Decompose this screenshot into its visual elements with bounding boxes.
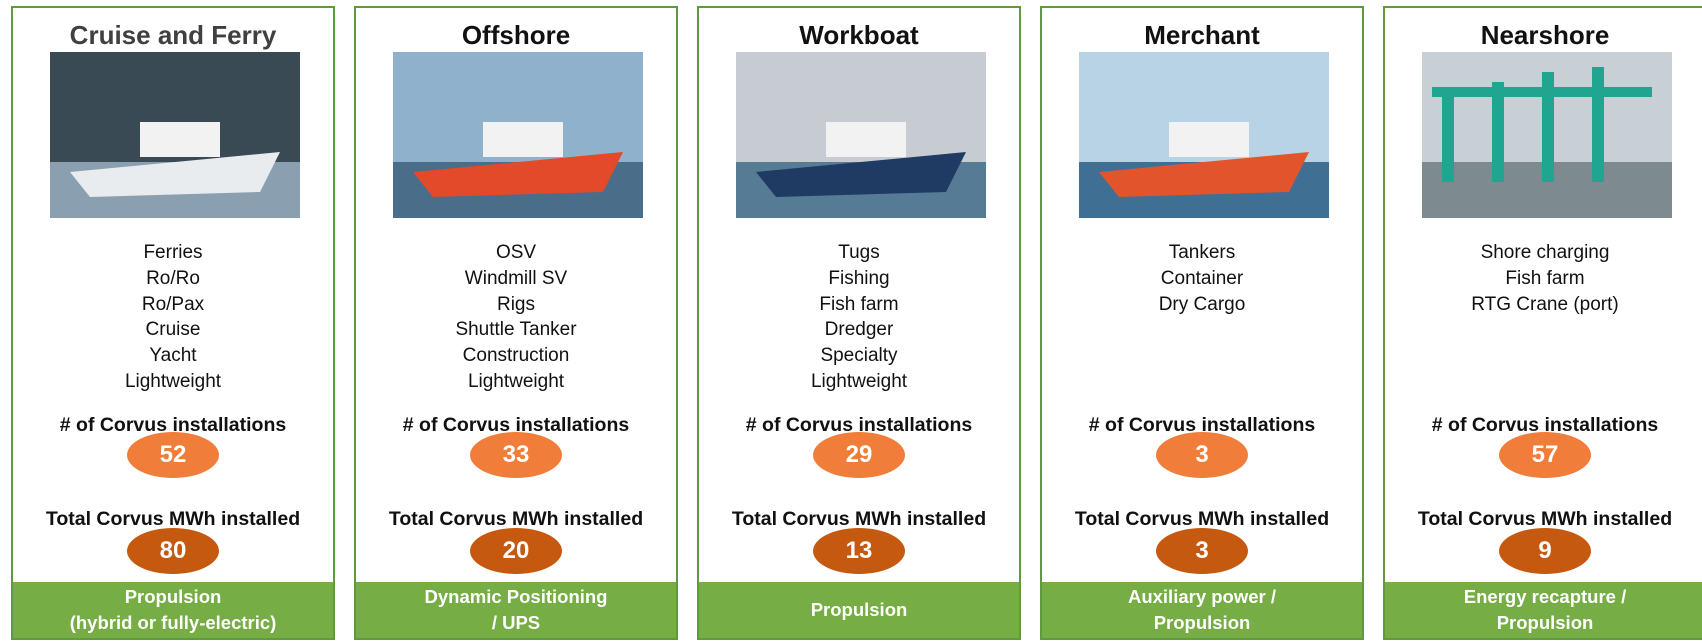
- segment-footer: Energy recapture /Propulsion: [1385, 582, 1702, 638]
- segment-item: Ro/Pax: [13, 292, 333, 318]
- segment-image: [393, 52, 643, 218]
- segment-footer: Propulsion(hybrid or fully-electric): [13, 582, 333, 638]
- segment-footer: Propulsion: [699, 582, 1019, 638]
- mwh-value: 80: [127, 528, 219, 574]
- footer-line: Propulsion: [1042, 610, 1362, 636]
- segment-title: Merchant: [1042, 20, 1362, 51]
- footer-line: / UPS: [356, 610, 676, 636]
- segment-title: Workboat: [699, 20, 1019, 51]
- mwh-value: 9: [1499, 528, 1591, 574]
- segment-item: Cruise: [13, 317, 333, 343]
- segment-item: RTG Crane (port): [1385, 292, 1702, 318]
- installations-value: 29: [813, 432, 905, 478]
- segment-item: Yacht: [13, 343, 333, 369]
- mwh-value: 20: [470, 528, 562, 574]
- installations-value: 52: [127, 432, 219, 478]
- mwh-value: 13: [813, 528, 905, 574]
- segment-footer: Auxiliary power /Propulsion: [1042, 582, 1362, 638]
- page: Cruise and Ferry FerriesRo/RoRo/PaxCruise…: [0, 0, 1702, 642]
- segment-item: Shore charging: [1385, 240, 1702, 266]
- segment-image: [736, 52, 986, 218]
- segment-item: Rigs: [356, 292, 676, 318]
- segment-item: Dry Cargo: [1042, 292, 1362, 318]
- segment-footer: Dynamic Positioning/ UPS: [356, 582, 676, 638]
- segment-item: Windmill SV: [356, 266, 676, 292]
- footer-line: Propulsion: [13, 584, 333, 610]
- segment-item: Specialty: [699, 343, 1019, 369]
- segment-item: Shuttle Tanker: [356, 317, 676, 343]
- segment-item: Fish farm: [1385, 266, 1702, 292]
- footer-line: Propulsion: [699, 597, 1019, 623]
- footer-line: Propulsion: [1385, 610, 1702, 636]
- segment-image: [1422, 52, 1672, 218]
- segment-item: Fish farm: [699, 292, 1019, 318]
- installations-value: 57: [1499, 432, 1591, 478]
- segment-item: Fishing: [699, 266, 1019, 292]
- segment-image: [50, 52, 300, 218]
- segment-item: Container: [1042, 266, 1362, 292]
- installations-value: 3: [1156, 432, 1248, 478]
- segment-item: Lightweight: [13, 369, 333, 395]
- segment-item: Construction: [356, 343, 676, 369]
- segment-item: Ferries: [13, 240, 333, 266]
- mwh-value: 3: [1156, 528, 1248, 574]
- installations-value: 33: [470, 432, 562, 478]
- segment-item: OSV: [356, 240, 676, 266]
- segment-item: Lightweight: [699, 369, 1019, 395]
- footer-line: Energy recapture /: [1385, 584, 1702, 610]
- segment-item: Tankers: [1042, 240, 1362, 266]
- segment-item: Lightweight: [356, 369, 676, 395]
- segment-title: Cruise and Ferry: [13, 20, 333, 51]
- footer-line: Auxiliary power /: [1042, 584, 1362, 610]
- segment-item: Dredger: [699, 317, 1019, 343]
- segment-item: Ro/Ro: [13, 266, 333, 292]
- segment-title: Offshore: [356, 20, 676, 51]
- footer-line: (hybrid or fully-electric): [13, 610, 333, 636]
- segment-image: [1079, 52, 1329, 218]
- footer-line: Dynamic Positioning: [356, 584, 676, 610]
- segment-item: Tugs: [699, 240, 1019, 266]
- segment-title: Nearshore: [1385, 20, 1702, 51]
